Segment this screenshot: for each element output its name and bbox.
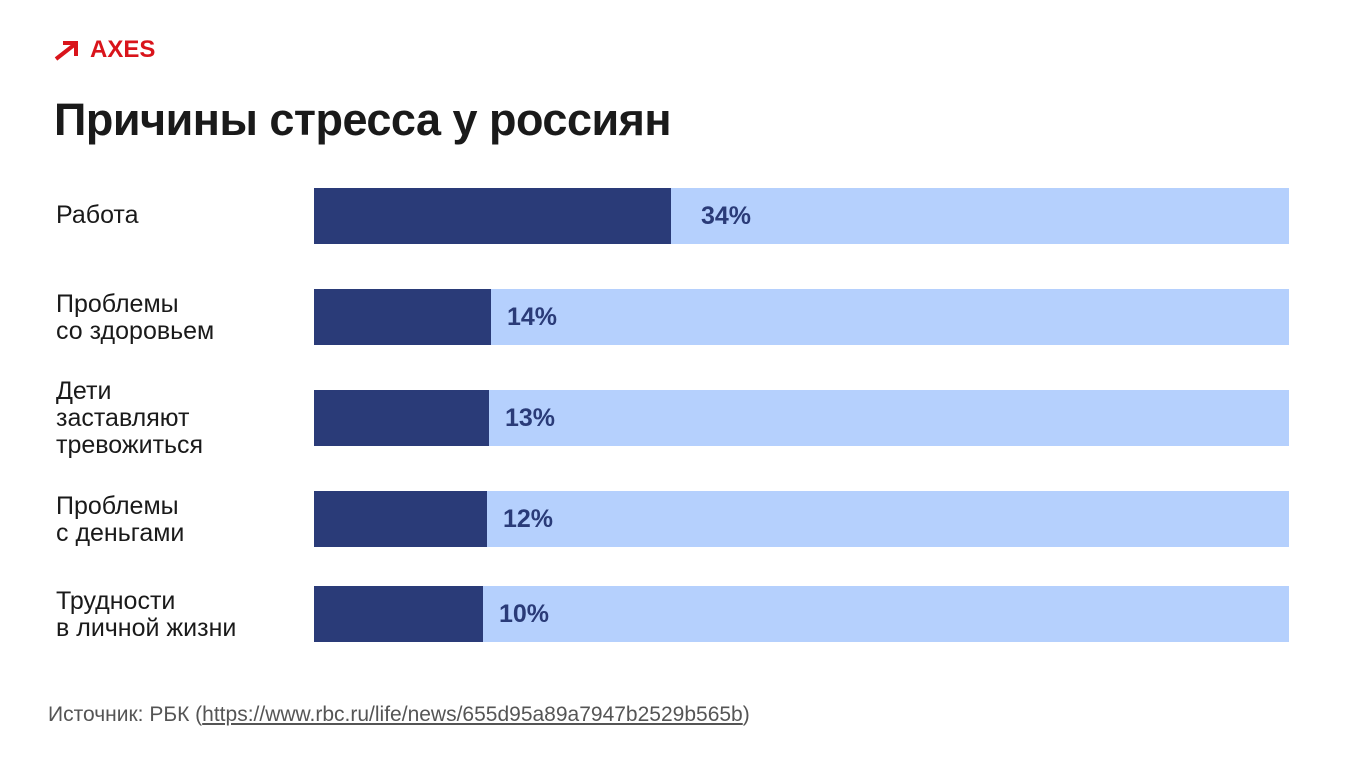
data-label: 34% xyxy=(701,202,752,230)
category-label: Работа xyxy=(56,201,139,229)
bar xyxy=(314,390,489,446)
source-prefix: Источник: РБК ( xyxy=(48,703,203,726)
source-link[interactable]: https://www.rbc.ru/life/news/655d95a89a7… xyxy=(202,703,743,726)
bar-track: 10% xyxy=(314,586,1289,642)
category-label: Трудности в личной жизни xyxy=(56,587,237,642)
bar xyxy=(314,289,491,345)
data-label: 10% xyxy=(499,600,550,628)
data-label: 14% xyxy=(507,303,558,331)
bar xyxy=(314,491,487,547)
data-label: 12% xyxy=(503,505,554,533)
bar-track: 13% xyxy=(314,390,1289,446)
bar xyxy=(314,188,671,244)
arrow-icon xyxy=(54,41,78,61)
bar-track: 12% xyxy=(314,491,1289,547)
data-label: 13% xyxy=(505,404,556,432)
bar-track: 14% xyxy=(314,289,1289,345)
chart-title: Причины стресса у россиян xyxy=(54,94,672,145)
brand-logo: AXES xyxy=(54,36,155,64)
source-note: Источник: РБК (https://www.rbc.ru/life/n… xyxy=(48,703,750,727)
brand-name: AXES xyxy=(90,36,156,63)
category-label: Проблемы с деньгами xyxy=(56,492,185,547)
category-label: Проблемы со здоровьем xyxy=(56,290,215,345)
bar xyxy=(314,586,483,642)
category-label: Дети заставляют тревожиться xyxy=(56,377,204,459)
bar-track: 34% xyxy=(314,188,1289,244)
source-suffix: ) xyxy=(742,703,750,726)
